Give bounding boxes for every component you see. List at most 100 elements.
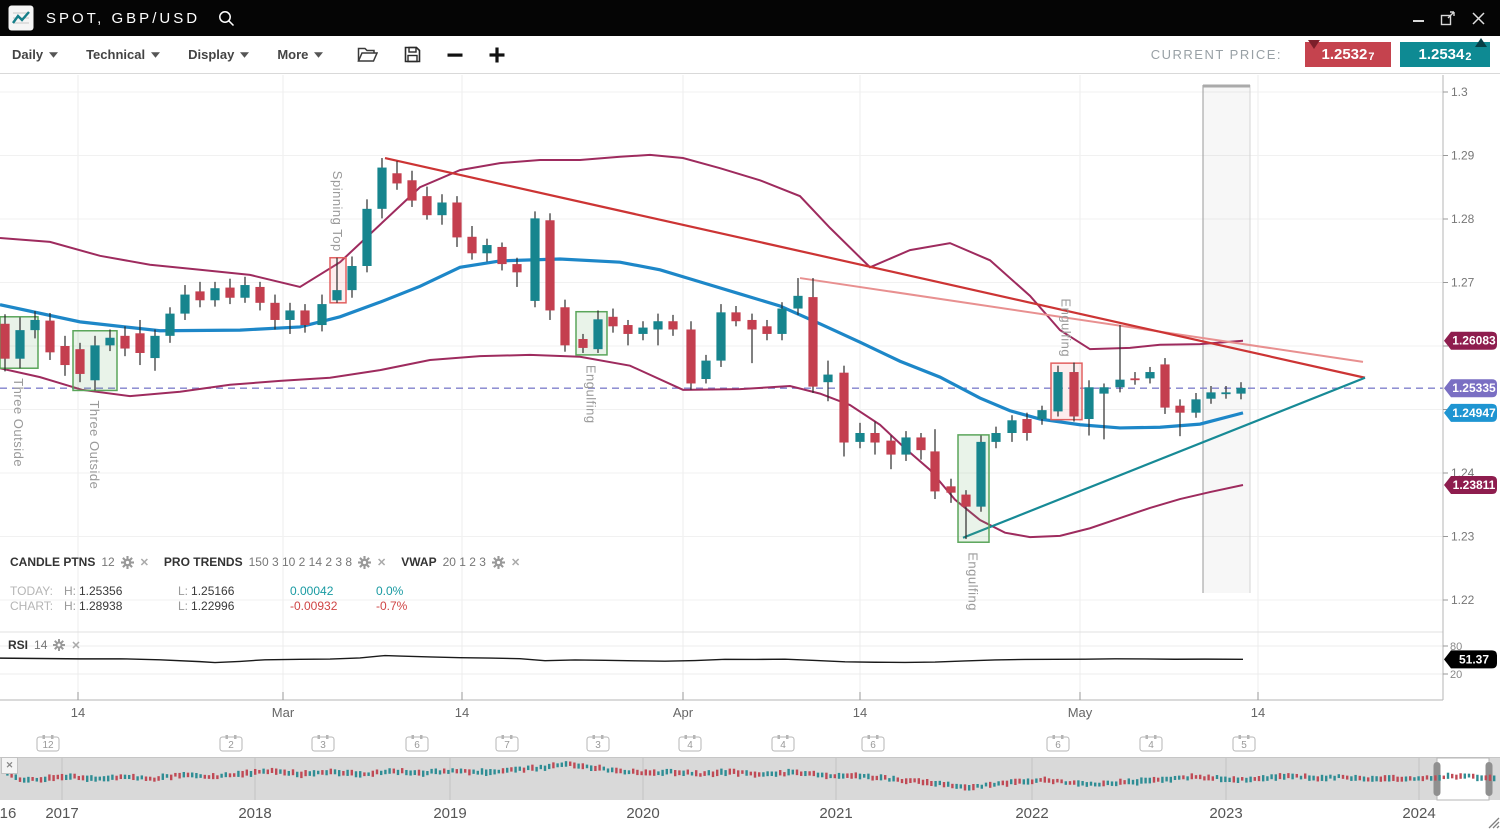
- candle-body: [0, 323, 10, 359]
- gear-icon[interactable]: [121, 556, 134, 569]
- band-upper-line: [0, 153, 1244, 351]
- candle-body: [1099, 387, 1109, 394]
- event-badge[interactable]: 7: [495, 735, 519, 752]
- calendar-icon: [586, 736, 610, 752]
- price-badge: [1444, 379, 1497, 398]
- candle-body: [623, 325, 633, 334]
- candle-body: [165, 313, 175, 336]
- candle-body: [332, 290, 342, 301]
- year-label: 2022: [1015, 805, 1048, 822]
- candle-body: [686, 329, 696, 384]
- candle-body: [512, 264, 522, 273]
- x-axis-label: Apr: [673, 705, 694, 720]
- candle-body: [270, 302, 280, 320]
- menu-technical[interactable]: Technical: [86, 47, 160, 62]
- y-axis-label: 1.29: [1451, 149, 1475, 163]
- candle-body: [180, 294, 190, 314]
- candle-body: [285, 310, 295, 320]
- gear-icon[interactable]: [53, 639, 65, 651]
- candle-body: [991, 432, 1001, 442]
- indicator-vwap: VWAP 20 1 2 3 ✕: [401, 555, 521, 569]
- minimize-button[interactable]: [1412, 11, 1426, 25]
- close-button[interactable]: [1471, 11, 1486, 26]
- candle-body: [60, 346, 70, 366]
- menu-timeframe[interactable]: Daily: [12, 47, 58, 62]
- event-count: 4: [687, 740, 693, 751]
- search-icon[interactable]: [218, 10, 235, 27]
- candle-body: [545, 220, 555, 311]
- gear-icon[interactable]: [358, 556, 371, 569]
- bid-price-badge[interactable]: 1.2532 7: [1305, 40, 1391, 67]
- zoom-in-icon[interactable]: [489, 47, 505, 63]
- zoom-out-icon[interactable]: [447, 47, 463, 63]
- candle-body: [1206, 392, 1216, 399]
- open-folder-icon[interactable]: [357, 46, 379, 63]
- calendar-icon: [36, 736, 60, 752]
- year-label: 2018: [238, 805, 271, 822]
- event-badge[interactable]: 5: [1232, 735, 1256, 752]
- candle-body: [946, 486, 956, 493]
- event-badge[interactable]: 4: [1139, 735, 1163, 752]
- event-badge[interactable]: 4: [678, 735, 702, 752]
- candle-body: [1022, 419, 1032, 433]
- rsi-axis-label: 20: [1450, 669, 1462, 681]
- candle-body: [1084, 387, 1094, 420]
- event-count: 12: [42, 740, 54, 751]
- remove-indicator-icon[interactable]: ✕: [139, 556, 149, 569]
- event-badge[interactable]: 12: [36, 735, 60, 752]
- candle-body: [1191, 399, 1201, 413]
- candle-body: [1236, 387, 1246, 394]
- candle-body: [1175, 405, 1185, 413]
- candle-body: [593, 319, 603, 350]
- remove-indicator-icon[interactable]: ✕: [71, 639, 81, 652]
- ask-price-badge[interactable]: 1.2534 2: [1400, 38, 1490, 67]
- current-price-label: CURRENT PRICE:: [1150, 47, 1282, 62]
- indicator-pro-trends: PRO TRENDS 150 3 10 2 14 2 3 8 ✕: [163, 555, 387, 569]
- event-badge[interactable]: 3: [311, 735, 335, 752]
- menu-display[interactable]: Display: [188, 47, 249, 62]
- rsi-value-badge: [1444, 650, 1497, 669]
- candle-body: [1221, 392, 1231, 395]
- event-badge[interactable]: 4: [771, 735, 795, 752]
- title-bar: SPOT, GBP/USD: [0, 0, 1500, 36]
- y-axis-label: 1.28: [1451, 212, 1475, 226]
- candle-body: [1115, 379, 1125, 388]
- x-axis-label: 14: [853, 705, 867, 720]
- event-badge[interactable]: 3: [586, 735, 610, 752]
- menu-more[interactable]: More: [277, 47, 323, 62]
- navigator: 16 2017 2018 2019 2020 2021 2022 2023 2024: [0, 757, 1500, 822]
- selection-handle[interactable]: [1433, 762, 1441, 796]
- navigator-close-button[interactable]: ✕: [1, 757, 18, 774]
- candle-body: [210, 288, 220, 301]
- candle-body: [961, 494, 971, 507]
- candle-body: [225, 287, 235, 298]
- event-count: 3: [595, 740, 601, 751]
- event-count: 6: [414, 740, 420, 751]
- event-badge[interactable]: 6: [861, 735, 885, 752]
- candle-body: [839, 372, 849, 443]
- resize-grip-icon[interactable]: [1488, 817, 1500, 829]
- candle-body: [90, 345, 100, 381]
- candle-body: [75, 349, 85, 374]
- symbol-title: SPOT, GBP/USD: [46, 9, 201, 27]
- event-badge[interactable]: 6: [1046, 735, 1070, 752]
- chevron-down-icon: [240, 52, 249, 58]
- navigator-selection[interactable]: [1436, 757, 1490, 801]
- candle-body: [608, 316, 618, 327]
- event-badge[interactable]: 2: [219, 735, 243, 752]
- pattern-label: Three Outside: [87, 400, 102, 489]
- candlesticks: [0, 158, 1246, 540]
- gear-icon[interactable]: [492, 556, 505, 569]
- event-badge[interactable]: 6: [405, 735, 429, 752]
- remove-indicator-icon[interactable]: ✕: [510, 556, 521, 569]
- remove-indicator-icon[interactable]: ✕: [377, 556, 387, 569]
- calendar-icon: [1046, 736, 1070, 752]
- save-icon[interactable]: [404, 46, 421, 63]
- calendar-icon: [219, 736, 243, 752]
- event-count: 7: [504, 740, 510, 751]
- candle-body: [300, 310, 310, 326]
- popout-button[interactable]: [1440, 10, 1457, 26]
- calendar-icon: [771, 736, 795, 752]
